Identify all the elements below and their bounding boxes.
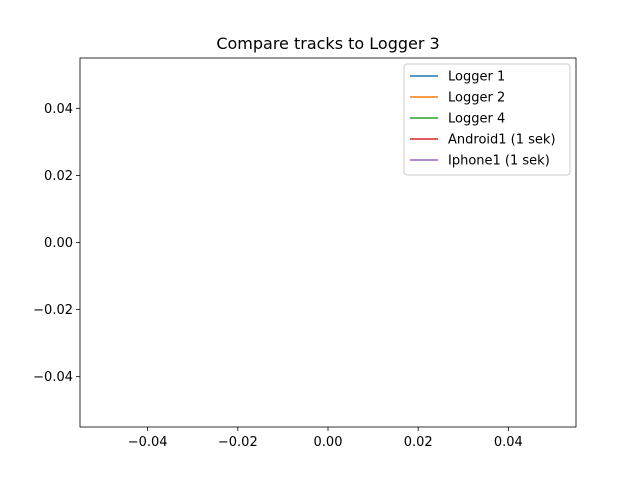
y-tick-label: −0.02 [33,303,73,318]
legend-label: Logger 1 [448,70,505,85]
x-tick-label: 0.00 [314,435,343,450]
x-tick-label: −0.02 [218,435,258,450]
legend-frame [403,63,571,176]
legend-label: Logger 2 [448,91,505,106]
y-tick-label: 0.04 [44,102,73,117]
legend-label: Iphone1 (1 sek) [448,154,550,169]
legend-label: Logger 4 [448,112,505,127]
y-tick-label: 0.00 [44,236,73,251]
y-tick-label: −0.04 [33,370,73,385]
y-axis: 0.04 0.02 0.00 −0.02 −0.04 [33,102,80,385]
x-axis: −0.04 −0.02 0.00 0.02 0.04 [128,427,523,450]
chart-title: Compare tracks to Logger 3 [216,34,439,53]
y-tick-label: 0.02 [44,169,73,184]
x-tick-label: 0.02 [404,435,433,450]
legend: Logger 1 Logger 2 Logger 4 Android1 (1 sek)… [403,63,571,176]
x-tick-label: 0.04 [494,435,523,450]
x-tick-label: −0.04 [128,435,168,450]
legend-label: Android1 (1 sek) [448,133,556,148]
